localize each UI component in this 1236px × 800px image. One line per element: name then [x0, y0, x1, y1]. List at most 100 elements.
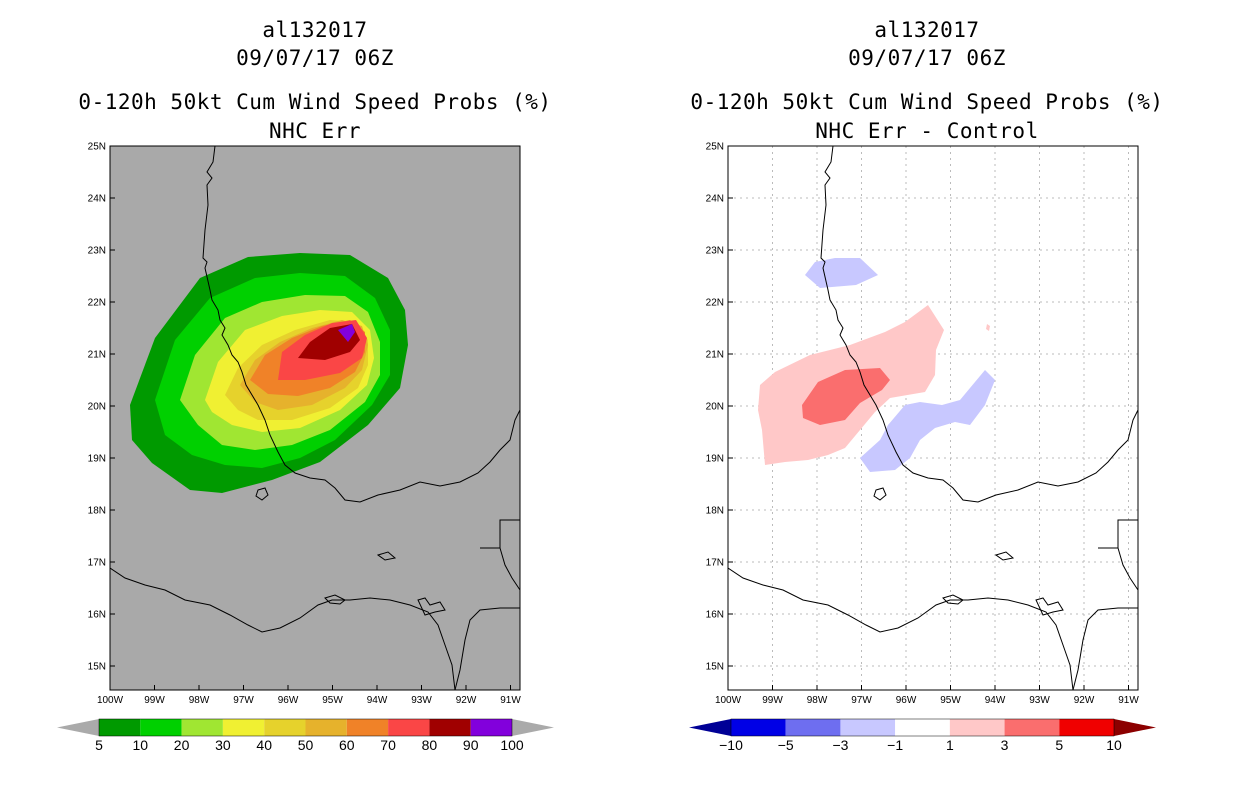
colorbar-swatch — [346, 719, 389, 736]
lat-tick-label: 15N — [706, 662, 724, 673]
colorbar-high-arrow — [1114, 719, 1156, 736]
colorbar-label: 40 — [256, 737, 272, 753]
colorbar-swatch — [785, 719, 841, 736]
lon-tick-label: 99W — [762, 695, 783, 706]
lon-tick-label: 95W — [940, 695, 961, 706]
right-chart-title: 0-120h 50kt Cum Wind Speed Probs (%) — [690, 90, 1164, 114]
lon-tick-label: 92W — [456, 695, 477, 706]
lat-tick-label: 24N — [88, 194, 106, 205]
lat-tick-label: 24N — [706, 194, 724, 205]
colorbar-swatch — [731, 719, 786, 736]
colorbar-low-arrow — [57, 719, 99, 736]
left-datetime: 09/07/17 06Z — [236, 46, 394, 70]
lon-tick-label: 96W — [896, 695, 917, 706]
colorbar-label: 80 — [422, 737, 438, 753]
colorbar-swatch — [895, 719, 950, 736]
lat-tick-label: 23N — [88, 246, 106, 257]
diff-pos-3to5 — [802, 368, 890, 425]
right-map-frame — [727, 145, 1139, 691]
colorbar-label: −1 — [887, 737, 903, 753]
right-storm-id: al132017 — [874, 18, 980, 42]
lat-tick-label: 20N — [88, 402, 106, 413]
colorbar-label: 5 — [1055, 737, 1063, 753]
left-colorbar: 5 10 20 30 40 50 60 70 80 90 100 — [57, 718, 554, 753]
colorbar-label: 100 — [500, 737, 524, 753]
lat-tick-label: 21N — [706, 350, 724, 361]
colorbar-label: −5 — [778, 737, 794, 753]
lat-tick-label: 18N — [706, 506, 724, 517]
lat-tick-label: 16N — [88, 610, 106, 621]
colorbar-high-arrow — [512, 719, 554, 736]
colorbar-label: 70 — [380, 737, 396, 753]
lat-tick-label: 19N — [88, 454, 106, 465]
left-prob-contours — [130, 253, 408, 493]
left-map: 25N 24N 23N 22N 21N 20N 19N 18N 17N 16N 15N 100W 99… — [88, 142, 522, 707]
colorbar-label: 1 — [946, 737, 954, 753]
colorbar-swatch — [181, 719, 223, 736]
colorbar-label: 60 — [339, 737, 355, 753]
colorbar-swatch — [140, 719, 182, 736]
colorbar-swatch — [1059, 719, 1114, 736]
lon-tick-label: 94W — [367, 695, 388, 706]
lat-tick-label: 25N — [88, 142, 106, 153]
right-colorbar: −10 −5 −3 −1 1 3 5 10 — [689, 718, 1156, 753]
colorbar-swatch — [305, 719, 347, 736]
lon-tick-label: 93W — [411, 695, 432, 706]
colorbar-swatch — [264, 719, 306, 736]
left-chart-subtitle: NHC Err — [268, 119, 361, 143]
lon-tick-label: 100W — [715, 695, 742, 706]
diff-neg-1to3-north — [805, 258, 878, 288]
lon-tick-label: 91W — [500, 695, 521, 706]
lat-tick-label: 23N — [706, 246, 724, 257]
colorbar-label: −10 — [719, 737, 743, 753]
lon-tick-label: 100W — [97, 695, 124, 706]
lat-tick-label: 22N — [706, 298, 724, 309]
right-coastlines — [728, 146, 1138, 690]
right-lon-axis: 100W 99W 98W 97W 96W 95W 94W 93W 92W 91W — [715, 685, 1139, 706]
right-datetime: 09/07/17 06Z — [848, 46, 1006, 70]
lon-tick-label: 98W — [807, 695, 828, 706]
right-map: 25N 24N 23N 22N 21N 20N 19N 18N 17N 16N 15N 100W 99… — [706, 142, 1140, 707]
right-chart-subtitle: NHC Err - Control — [815, 119, 1039, 143]
right-lat-axis: 25N 24N 23N 22N 21N 20N 19N 18N 17N 16N 15N — [706, 142, 733, 673]
diff-pos-1to3-spot — [986, 324, 990, 331]
lat-tick-label: 25N — [706, 142, 724, 153]
colorbar-swatch — [222, 719, 265, 736]
lon-tick-label: 91W — [1118, 695, 1139, 706]
left-lon-axis: 100W 99W 98W 97W 96W 95W 94W 93W 92W 91W — [97, 685, 521, 706]
left-map-frame — [109, 145, 521, 691]
lon-tick-label: 97W — [851, 695, 872, 706]
left-lat-axis: 25N 24N 23N 22N 21N 20N 19N 18N 17N 16N 15N — [88, 142, 115, 673]
lat-tick-label: 21N — [88, 350, 106, 361]
colorbar-frame — [98, 718, 513, 737]
left-chart-title: 0-120h 50kt Cum Wind Speed Probs (%) — [78, 90, 552, 114]
left-storm-id: al132017 — [262, 18, 368, 42]
colorbar-label: 50 — [298, 737, 314, 753]
colorbar-low-arrow — [689, 719, 731, 736]
colorbar-swatch — [99, 719, 141, 736]
colorbar-label: 10 — [1106, 737, 1122, 753]
colorbar-label: −3 — [832, 737, 848, 753]
colorbar-swatch — [429, 719, 471, 736]
colorbar-swatch — [388, 719, 430, 736]
colorbar-label: 10 — [133, 737, 149, 753]
colorbar-swatch — [1004, 719, 1060, 736]
lat-tick-label: 18N — [88, 506, 106, 517]
colorbar-swatch — [840, 719, 896, 736]
colorbar-frame — [730, 718, 1115, 737]
lon-tick-label: 99W — [144, 695, 165, 706]
lat-tick-label: 15N — [88, 662, 106, 673]
lon-tick-label: 95W — [322, 695, 343, 706]
lat-tick-label: 20N — [706, 402, 724, 413]
colorbar-label: 3 — [1001, 737, 1009, 753]
lat-tick-label: 22N — [88, 298, 106, 309]
contour-90 — [338, 324, 355, 342]
colorbar-swatch — [949, 719, 1005, 736]
colorbar-label: 30 — [215, 737, 231, 753]
lon-tick-label: 92W — [1074, 695, 1095, 706]
lat-tick-label: 17N — [706, 558, 724, 569]
lon-tick-label: 98W — [189, 695, 210, 706]
colorbar-label: 20 — [174, 737, 190, 753]
lat-tick-label: 19N — [706, 454, 724, 465]
